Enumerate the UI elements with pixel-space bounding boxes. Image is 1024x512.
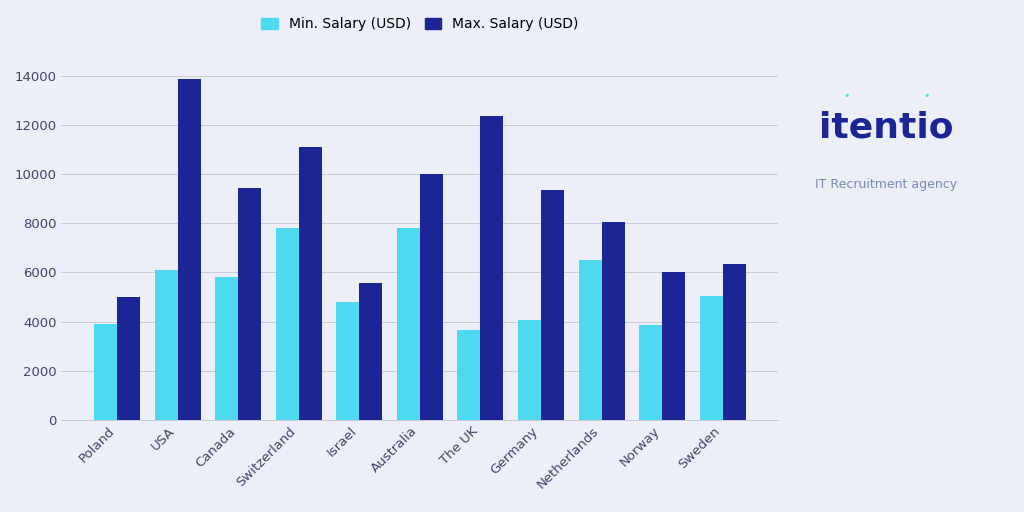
- Bar: [518, 321, 541, 420]
- Bar: [601, 222, 625, 420]
- Bar: [541, 190, 564, 420]
- Bar: [420, 174, 442, 420]
- Bar: [699, 296, 723, 420]
- Legend: Min. Salary (USD), Max. Salary (USD): Min. Salary (USD), Max. Salary (USD): [255, 12, 585, 37]
- Bar: [299, 147, 322, 420]
- Text: •: •: [924, 91, 930, 101]
- Bar: [579, 260, 601, 420]
- Bar: [177, 79, 201, 420]
- Bar: [215, 278, 239, 420]
- Text: itentio: itentio: [818, 111, 953, 145]
- Bar: [663, 272, 685, 420]
- Text: IT Recruitment agency: IT Recruitment agency: [815, 178, 956, 191]
- Text: •: •: [844, 91, 850, 101]
- Bar: [458, 330, 480, 420]
- Bar: [117, 297, 140, 420]
- Bar: [480, 116, 504, 420]
- Bar: [639, 325, 663, 420]
- Bar: [336, 302, 359, 420]
- Bar: [275, 228, 299, 420]
- Bar: [397, 228, 420, 420]
- Bar: [359, 284, 382, 420]
- Bar: [723, 264, 745, 420]
- Bar: [239, 187, 261, 420]
- Bar: [94, 324, 117, 420]
- Bar: [155, 270, 177, 420]
